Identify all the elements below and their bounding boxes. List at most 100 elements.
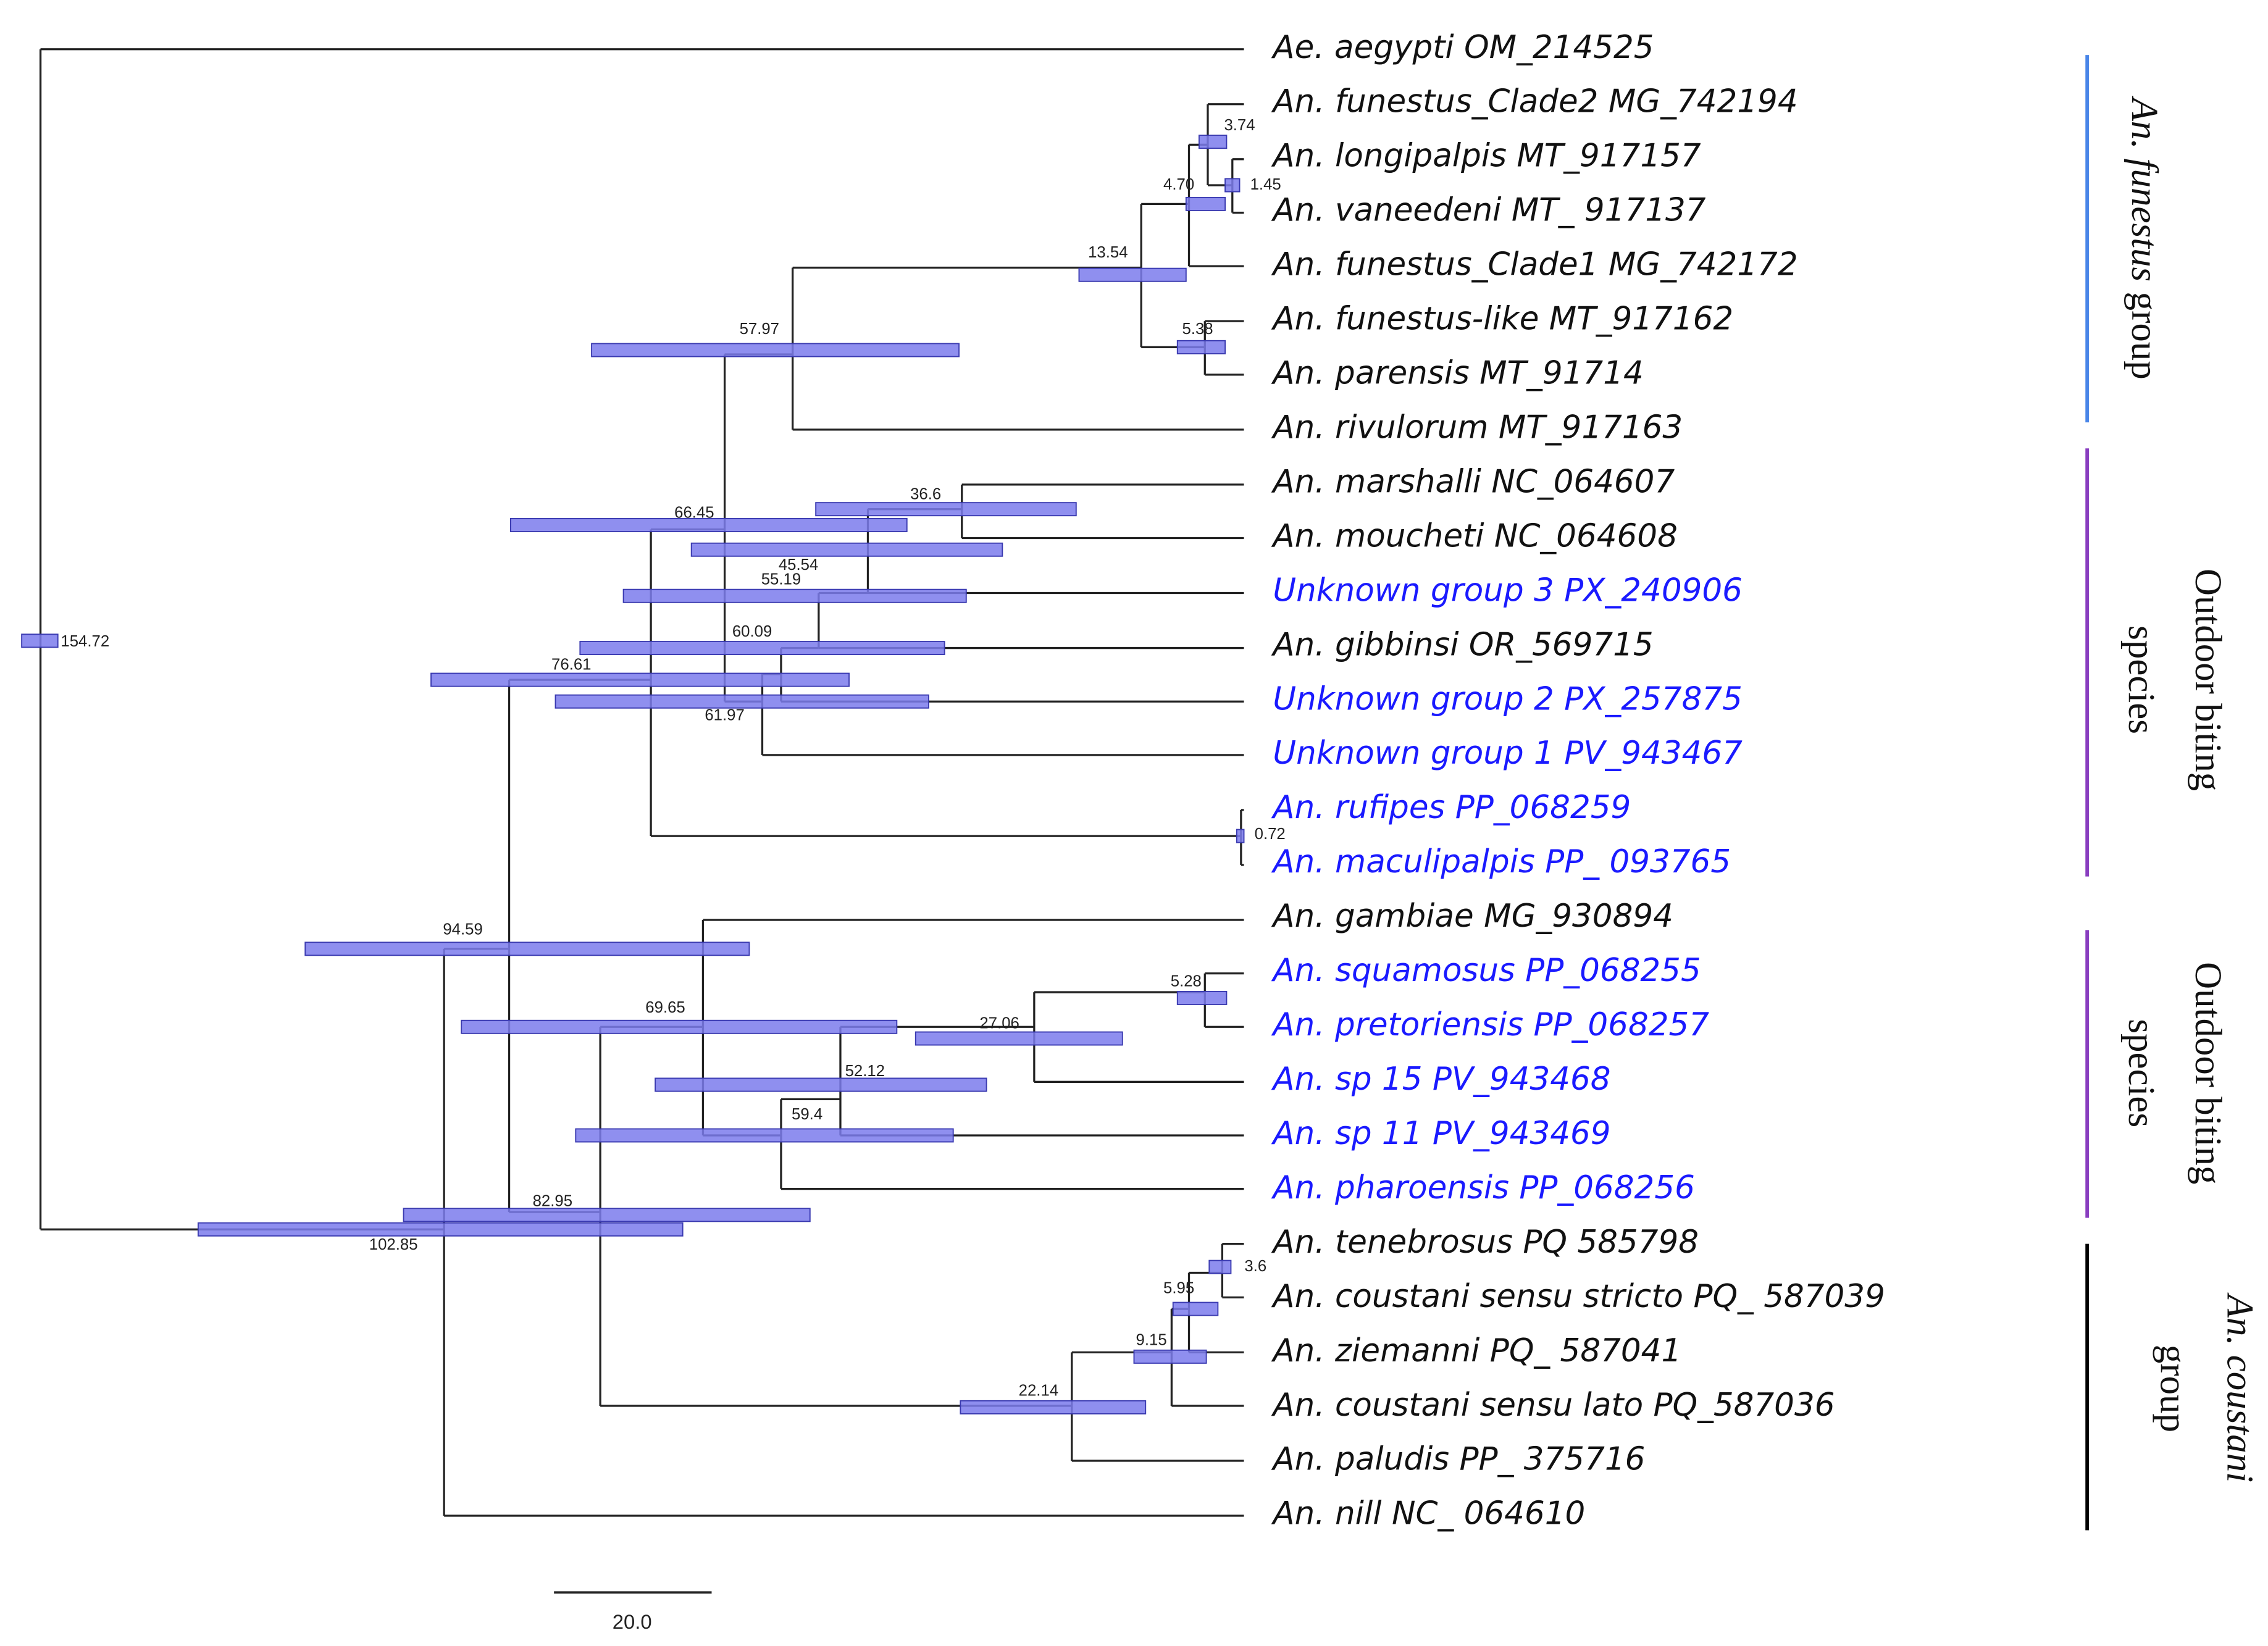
hpd-bar [304,942,750,956]
hpd-bar [1185,196,1226,211]
node-age: 3.74 [1224,117,1255,134]
taxon-label: An. longipalpis MT_917157 [1271,138,1701,175]
hpd-bar [554,694,929,709]
group-label-text: group [2153,1345,2194,1432]
group-label: group [2153,1345,2194,1432]
node-age: 3.6 [1244,1258,1266,1275]
taxon-label: Unknown group 1 PV_943467 [1273,735,1743,772]
node-age: 5.28 [1171,973,1202,990]
taxon-label: An. squamosus PP_068255 [1271,952,1701,989]
node-age: 94.59 [443,921,482,938]
node-age: 22.14 [1019,1382,1058,1400]
taxon-label: An. pretoriensis PP_068257 [1271,1006,1709,1043]
hpd-bar [960,1400,1147,1414]
node-age: 5.95 [1163,1279,1194,1297]
group-label-italic: An. coustani [2219,1292,2260,1482]
node-age: 13.54 [1088,244,1128,261]
group-label: An. funestus group [2124,96,2165,380]
taxon-label: An. gibbinsi OR_569715 [1271,626,1653,663]
group-label: Outdoor biting [2187,569,2228,791]
group-label-text: Outdoor biting [2187,569,2228,791]
node-age: 9.15 [1136,1332,1167,1349]
node-age: 66.45 [674,504,714,522]
node-age: 0.72 [1255,825,1286,843]
group-label-italic: An. funestus [2124,96,2165,282]
scale-bar-label: 20.0 [613,1610,652,1633]
node-age: 5.38 [1182,320,1213,338]
node-age: 60.09 [732,623,772,640]
taxon-label: Unknown group 3 PX_240906 [1273,572,1743,609]
hpd-bar [1176,340,1226,354]
taxon-label: An. coustani sensu lato PQ_587036 [1271,1387,1835,1424]
node-age: 61.97 [705,707,744,724]
hpd-bar [655,1077,987,1092]
hpd-bar [1176,990,1228,1005]
hpd-bar [403,1208,811,1222]
taxon-label: An. funestus-like MT_917162 [1271,301,1733,338]
hpd-bar [1236,829,1245,843]
node-age: 4.70 [1163,176,1194,193]
taxon-label: An. sp 11 PV_943469 [1271,1115,1610,1152]
taxon-label: Unknown group 2 PX_257875 [1273,680,1743,717]
taxon-label: An. maculipalpis PP_ 093765 [1271,843,1731,880]
group-label-text: species [2120,625,2162,734]
hpd-bar [509,517,908,532]
node-age: 59.4 [792,1106,822,1123]
group-label-text: group [2124,292,2165,380]
node-age: 1.45 [1250,176,1281,193]
taxon-label: An. funestus_Clade1 MG_742172 [1271,246,1797,283]
node-age: 82.95 [533,1193,572,1210]
hpd-bar [430,672,850,687]
node-age: 36.6 [910,485,941,503]
hpd-bar [579,641,945,656]
group-label: species [2120,625,2162,734]
hpd-bar [1224,178,1241,193]
taxon-label: An. gambiae MG_930894 [1271,898,1673,935]
hpd-bar [622,588,967,603]
taxon-label: An. rufipes PP_068259 [1271,789,1631,826]
hpd-bar [1133,1349,1207,1364]
hpd-bar [1198,135,1228,149]
taxon-label: An. parensis MT_91714 [1271,355,1643,392]
taxon-label: Ae. aegypti OM_214525 [1271,29,1654,66]
hpd-bar [575,1128,954,1143]
node-age: 45.54 [779,556,818,574]
node-age: 102.85 [369,1236,418,1253]
node-age: 76.61 [551,656,591,674]
taxon-label: An. rivulorum MT_917163 [1271,409,1683,446]
hpd-bar [690,542,1003,557]
hpd-bar [914,1031,1123,1046]
group-label-text: Outdoor biting [2187,962,2228,1184]
node-age: 154.72 [61,633,109,650]
taxon-label: An. vaneedeni MT_ 917137 [1271,192,1705,229]
hpd-bar [591,343,960,357]
taxon-label: An. moucheti NC_064608 [1271,517,1677,554]
taxon-label: An. marshalli NC_064607 [1271,463,1675,500]
taxon-label: An. nill NC_ 064610 [1271,1495,1585,1532]
hpd-bar [21,633,59,648]
taxon-label: An. coustani sensu stricto PQ_ 587039 [1271,1278,1885,1315]
node-age: 27.06 [979,1015,1019,1032]
node-age: 52.12 [845,1063,885,1080]
hpd-bar [1208,1260,1232,1274]
taxon-label: An. ziemanni PQ_ 587041 [1271,1332,1681,1369]
group-label: An. coustani [2219,1292,2260,1482]
hpd-bar [1078,267,1187,282]
taxon-label: An. paludis PP_ 375716 [1271,1441,1645,1478]
node-age: 69.65 [645,999,685,1016]
hpd-bar [815,502,1077,517]
taxon-label: An. funestus_Clade2 MG_742194 [1271,83,1797,120]
taxon-label: An. tenebrosus PQ 585798 [1271,1224,1699,1261]
node-age: 55.19 [761,570,801,588]
taxon-label: An. sp 15 PV_943468 [1271,1061,1610,1098]
hpd-bar [197,1222,684,1237]
taxon-label: An. pharoensis PP_068256 [1271,1169,1695,1206]
node-age: 57.97 [740,320,779,338]
hpd-bar [461,1019,898,1034]
hpd-bar [1172,1301,1219,1316]
group-label: Outdoor biting [2187,962,2228,1184]
group-label-text: species [2120,1019,2162,1127]
group-label: species [2120,1019,2162,1127]
